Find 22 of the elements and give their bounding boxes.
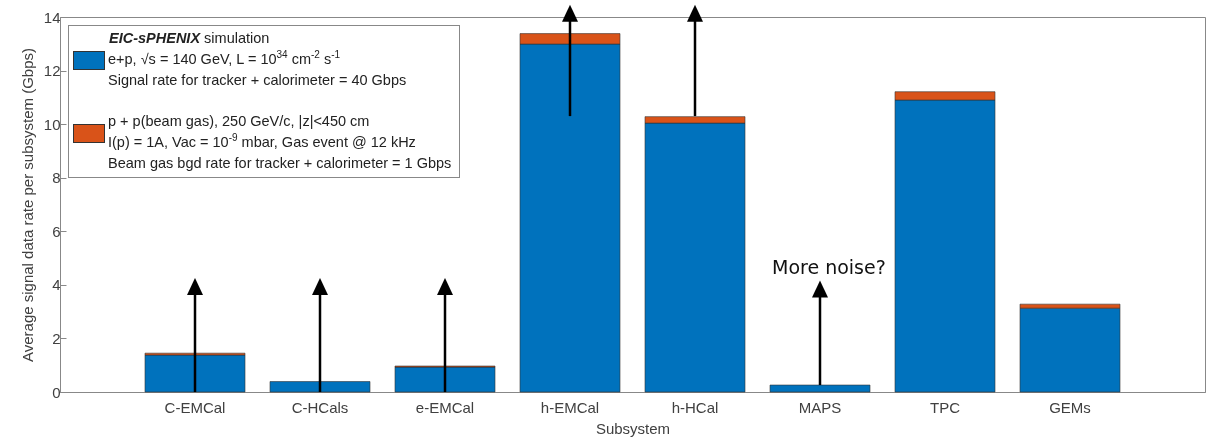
x-tick-label: MAPS bbox=[798, 398, 842, 416]
y-tick-label: 12 bbox=[43, 62, 61, 80]
x-tick-label: h-EMCal bbox=[540, 398, 600, 416]
legend-label: p + p(beam gas), 250 GeV/c, |z|<450 cm I(p) = 1A, Vac = 10$^{-9}$ mbar, Gas event @ 12 kHz Beam gas bgd rate for tracker + calorimeter = 1 Gbps bbox=[108, 112, 452, 174]
y-tick-label: 0 bbox=[52, 383, 61, 401]
x-tick-label: h-HCal bbox=[671, 398, 719, 416]
y-tick-label: 2 bbox=[52, 329, 61, 347]
x-tick-label: TPC bbox=[930, 398, 961, 416]
x-tick-label: C-HCals bbox=[291, 398, 349, 416]
y-tick-label: 6 bbox=[52, 222, 61, 240]
annotation: More noise? bbox=[772, 255, 886, 278]
text: e+p, √s = 140 GeV, L = 10$^{34}$ cm$^{-2}$ s$^{-1}$ Signal rate for tracker + calorimeter = 40 Gbps bbox=[108, 49, 407, 89]
y-axis-title: Average signal data rate per subsystem (Gbps) bbox=[18, 47, 36, 363]
x-tick-label: GEMs bbox=[1049, 398, 1091, 416]
y-tick-label: 10 bbox=[43, 115, 61, 133]
y-tick-label: 14 bbox=[43, 8, 61, 26]
x-axis-title: Subsystem bbox=[595, 419, 671, 437]
y-tick-label: 4 bbox=[52, 276, 61, 294]
y-tick-label: 8 bbox=[52, 169, 61, 187]
x-tick-label: e-EMCal bbox=[415, 398, 475, 416]
x-tick-label: C-EMCal bbox=[164, 398, 226, 416]
legend-title: EIC-sPHENIX simulation bbox=[108, 29, 271, 48]
